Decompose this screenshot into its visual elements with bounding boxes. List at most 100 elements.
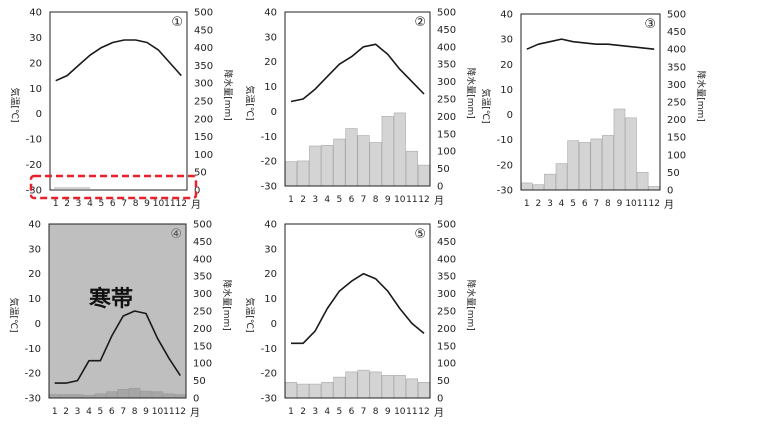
month-tick-label: 7 bbox=[361, 195, 367, 205]
precip-tick-label: 0 bbox=[437, 182, 443, 193]
panel-number-label: ② bbox=[414, 15, 426, 30]
temperature-tick-label: -10 bbox=[26, 135, 42, 146]
precip-tick-label: 150 bbox=[437, 341, 456, 352]
precip-bar-7 bbox=[590, 138, 603, 191]
precip-bar-2 bbox=[297, 160, 310, 187]
plot-frame bbox=[48, 223, 187, 399]
month-tick-label: 12 bbox=[648, 199, 659, 209]
plot-area bbox=[285, 224, 430, 398]
temperature-tick-label: 0 bbox=[507, 110, 513, 121]
month-tick-label: 3 bbox=[76, 199, 82, 209]
month-tick-label: 7 bbox=[593, 199, 599, 209]
month-tick-label: 12 bbox=[418, 195, 429, 205]
precip-tick-label: 500 bbox=[437, 8, 456, 19]
temperature-line bbox=[54, 310, 181, 384]
temperature-tick-label: 20 bbox=[500, 60, 513, 71]
precip-tick-label: 150 bbox=[194, 132, 213, 143]
temperature-axis-label: 気温[℃] bbox=[9, 87, 21, 122]
month-unit-label: 月 bbox=[190, 407, 200, 419]
panel-number-label: ③ bbox=[644, 17, 656, 32]
precip-tick-label: 250 bbox=[194, 97, 213, 108]
plot-frame bbox=[49, 11, 188, 191]
month-tick-label: 2 bbox=[300, 195, 306, 205]
precip-tick-label: 450 bbox=[667, 27, 686, 38]
month-tick-label: 10 bbox=[153, 199, 165, 209]
precip-bar-9 bbox=[140, 390, 152, 399]
precip-tick-label: 200 bbox=[193, 324, 212, 335]
month-tick-label: 3 bbox=[312, 195, 318, 205]
precip-tick-label: 150 bbox=[667, 133, 686, 144]
precip-bar-7 bbox=[117, 388, 129, 399]
month-tick-label: 3 bbox=[75, 407, 81, 417]
temperature-tick-label: -30 bbox=[497, 186, 513, 197]
temperature-tick-label: 40 bbox=[264, 220, 277, 231]
month-unit-label: 月 bbox=[664, 199, 674, 211]
precip-tick-label: 350 bbox=[667, 62, 686, 73]
precip-bar-8 bbox=[602, 135, 614, 191]
month-tick-label: 2 bbox=[64, 199, 70, 209]
temperature-line bbox=[55, 39, 182, 82]
precip-tick-label: 450 bbox=[193, 237, 212, 248]
precip-bar-11 bbox=[405, 150, 418, 187]
temperature-axis-label: 気温[℃] bbox=[244, 297, 256, 332]
precip-tick-label: 400 bbox=[667, 45, 686, 56]
month-tick-label: 6 bbox=[110, 199, 116, 209]
month-tick-label: 2 bbox=[63, 407, 69, 417]
precip-bar-4 bbox=[555, 163, 568, 191]
precip-tick-label: 150 bbox=[437, 129, 456, 140]
month-tick-label: 4 bbox=[324, 407, 330, 417]
precip-bar-6 bbox=[345, 371, 358, 399]
precip-tick-label: 400 bbox=[194, 43, 213, 54]
month-tick-label: 9 bbox=[385, 407, 391, 417]
month-tick-label: 8 bbox=[133, 199, 139, 209]
precip-tick-label: 500 bbox=[437, 220, 456, 231]
month-tick-label: 9 bbox=[385, 195, 391, 205]
month-tick-label: 5 bbox=[98, 407, 104, 417]
precip-tick-label: 350 bbox=[437, 272, 456, 283]
precip-bar-3 bbox=[309, 383, 322, 399]
month-tick-label: 12 bbox=[418, 407, 429, 417]
month-tick-label: 1 bbox=[288, 195, 294, 205]
precip-bar-8 bbox=[369, 371, 382, 399]
temperature-tick-label: -20 bbox=[261, 157, 277, 168]
precip-tick-label: 100 bbox=[194, 150, 213, 161]
precip-axis-label: 降水量[mm] bbox=[695, 70, 707, 122]
precip-bar-11 bbox=[636, 172, 649, 191]
month-tick-label: 6 bbox=[349, 407, 355, 417]
precip-bar-5 bbox=[567, 140, 579, 191]
precip-bar-7 bbox=[357, 369, 370, 399]
temperature-tick-label: 20 bbox=[264, 57, 277, 68]
precip-tick-label: 450 bbox=[194, 25, 213, 36]
temperature-tick-label: 30 bbox=[29, 33, 42, 44]
temperature-tick-label: -30 bbox=[25, 394, 41, 405]
month-tick-label: 5 bbox=[99, 199, 105, 209]
panel-number-label: ⑤ bbox=[414, 227, 426, 242]
month-tick-label: 7 bbox=[121, 199, 127, 209]
temperature-tick-label: 40 bbox=[28, 220, 41, 231]
temperature-tick-label: 40 bbox=[264, 8, 277, 19]
temperature-tick-label: -30 bbox=[261, 394, 277, 405]
precip-bar-8 bbox=[128, 387, 141, 399]
precip-bar-2 bbox=[60, 394, 72, 399]
precip-bar-12 bbox=[174, 394, 186, 399]
plot-area bbox=[50, 12, 187, 190]
precip-bar-10 bbox=[393, 375, 406, 399]
temperature-tick-label: -20 bbox=[25, 369, 41, 380]
climate-chart-1: 403020100-10-20-305004504003503002502001… bbox=[9, 8, 234, 212]
month-tick-label: 1 bbox=[288, 407, 294, 417]
precip-tick-label: 250 bbox=[193, 307, 212, 318]
month-tick-label: 7 bbox=[120, 407, 126, 417]
precip-bar-3 bbox=[544, 173, 556, 191]
temperature-tick-label: 40 bbox=[29, 8, 42, 19]
precip-bar-3 bbox=[71, 394, 84, 399]
precip-tick-label: 0 bbox=[437, 394, 443, 405]
temperature-tick-label: 0 bbox=[271, 107, 277, 118]
plot-frame bbox=[520, 13, 661, 191]
precip-tick-label: 300 bbox=[437, 289, 456, 300]
temperature-tick-label: 30 bbox=[264, 32, 277, 43]
month-tick-label: 10 bbox=[625, 199, 637, 209]
precip-tick-label: 100 bbox=[437, 359, 456, 370]
month-tick-label: 3 bbox=[312, 407, 318, 417]
precip-bar-11 bbox=[163, 393, 175, 399]
panel-number-label: ④ bbox=[170, 227, 182, 242]
